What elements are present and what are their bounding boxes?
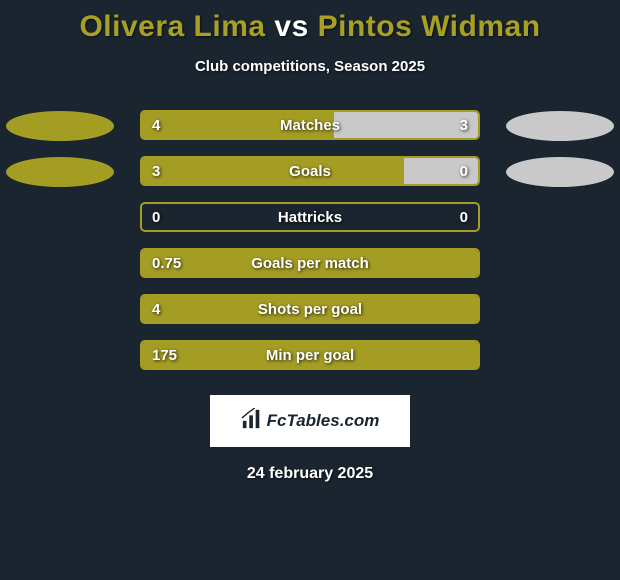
- bar-fill-player1: [142, 158, 404, 184]
- subtitle: Club competitions, Season 2025: [0, 58, 620, 75]
- player1-oval: [6, 157, 114, 187]
- bar-fill-player1: [142, 112, 334, 138]
- stat-value-left: 3: [152, 158, 160, 184]
- stat-bar: 43Matches: [140, 110, 480, 140]
- logo-text: FcTables.com: [267, 411, 380, 431]
- stats-container: 43Matches30Goals00Hattricks0.75Goals per…: [0, 103, 620, 379]
- stat-value-left: 4: [152, 296, 160, 322]
- stat-bar: 175Min per goal: [140, 340, 480, 370]
- player2-oval: [506, 111, 614, 141]
- stat-bar: 4Shots per goal: [140, 294, 480, 324]
- bar-fill-player2: [334, 112, 478, 138]
- stat-label: Hattricks: [142, 204, 478, 230]
- player1-name: Olivera Lima: [79, 10, 265, 43]
- stat-value-left: 175: [152, 342, 177, 368]
- player1-oval: [6, 111, 114, 141]
- logo-box: FcTables.com: [210, 395, 410, 447]
- stat-row: 4Shots per goal: [0, 287, 620, 333]
- stat-bar: 30Goals: [140, 156, 480, 186]
- stat-value-left: 4: [152, 112, 160, 138]
- bar-fill-player1: [142, 296, 478, 322]
- stat-value-left: 0: [152, 204, 160, 230]
- stat-row: 0.75Goals per match: [0, 241, 620, 287]
- bar-fill-player1: [142, 250, 478, 276]
- bar-chart-icon: [241, 408, 263, 435]
- stat-row: 30Goals: [0, 149, 620, 195]
- bar-fill-player1: [142, 342, 478, 368]
- stat-value-left: 0.75: [152, 250, 181, 276]
- stat-row: 175Min per goal: [0, 333, 620, 379]
- stat-value-right: 0: [460, 158, 468, 184]
- footer-date: 24 february 2025: [0, 465, 620, 483]
- stat-row: 43Matches: [0, 103, 620, 149]
- stat-bar: 0.75Goals per match: [140, 248, 480, 278]
- stat-bar: 0 0Hattricks: [140, 202, 480, 232]
- stat-row: 0 0Hattricks: [0, 195, 620, 241]
- vs-text: vs: [274, 10, 308, 43]
- stat-value-right: 0: [460, 204, 468, 230]
- comparison-title: Olivera Lima vs Pintos Widman: [0, 0, 620, 44]
- player2-oval: [506, 157, 614, 187]
- player2-name: Pintos Widman: [318, 10, 541, 43]
- stat-value-right: 3: [460, 112, 468, 138]
